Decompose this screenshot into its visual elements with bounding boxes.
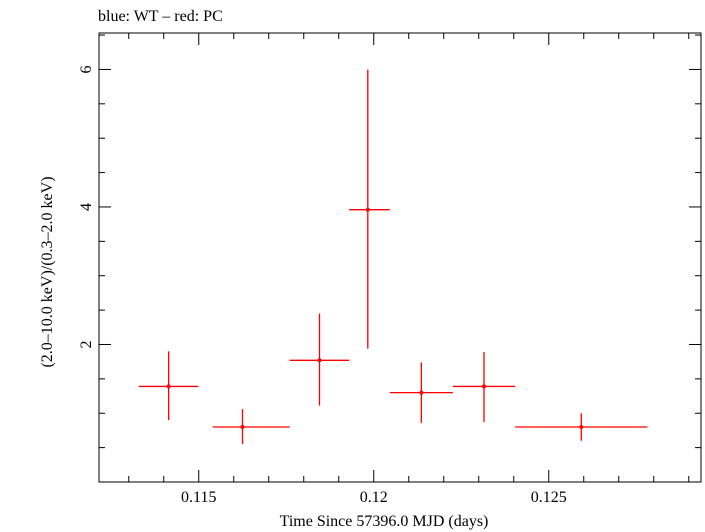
y-tick-label: 4	[78, 203, 95, 211]
data-point	[349, 69, 390, 349]
x-tick-label: 0.115	[181, 489, 216, 506]
y-tick-label: 2	[78, 340, 95, 348]
axis-ticks	[99, 33, 701, 482]
data-marker	[419, 390, 424, 395]
data-marker	[579, 424, 584, 429]
data-marker	[166, 384, 171, 389]
data-point	[138, 351, 199, 421]
x-axis-label: Time Since 57396.0 MJD (days)	[280, 513, 489, 530]
data-marker	[365, 207, 370, 212]
data-marker	[482, 384, 486, 389]
chart-title: blue: WT – red: PC	[98, 8, 223, 25]
y-tick-label: 6	[78, 65, 95, 73]
axis-tick-labels: 0.115 0.12 0.125 2 4 6	[78, 65, 567, 506]
data-marker	[317, 358, 322, 363]
data-points	[138, 69, 648, 445]
x-tick-label: 0.125	[531, 489, 567, 506]
data-marker	[240, 424, 245, 429]
data-point	[515, 413, 648, 441]
data-point	[212, 409, 290, 445]
y-axis-label: (2.0–10.0 keV)/(0.3–2.0 keV)	[39, 176, 56, 367]
x-tick-label: 0.12	[360, 489, 388, 506]
data-point	[389, 362, 453, 423]
plot-frame	[98, 32, 702, 483]
data-point	[289, 313, 350, 406]
data-point	[452, 352, 516, 423]
